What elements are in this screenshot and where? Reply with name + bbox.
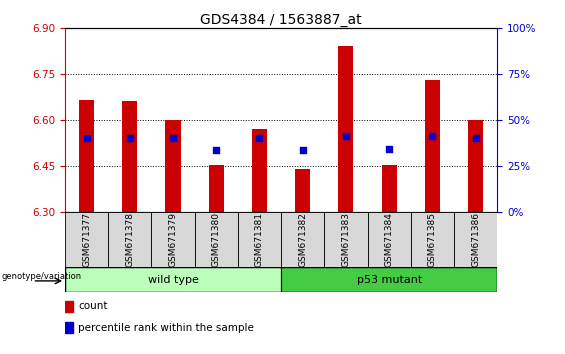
Bar — [252, 129, 267, 212]
Point — [255, 135, 264, 141]
Bar — [367, 212, 411, 267]
Bar — [79, 101, 94, 212]
Bar — [65, 267, 281, 292]
Bar — [65, 301, 73, 312]
Bar — [208, 165, 224, 212]
Text: GSM671379: GSM671379 — [168, 212, 177, 267]
Text: count: count — [78, 301, 107, 312]
Text: GSM671380: GSM671380 — [212, 212, 221, 267]
Bar — [65, 322, 73, 333]
Point — [385, 146, 394, 152]
Text: GSM671385: GSM671385 — [428, 212, 437, 267]
Bar — [194, 212, 238, 267]
Bar — [381, 165, 397, 212]
Text: GSM671378: GSM671378 — [125, 212, 134, 267]
Point — [298, 147, 307, 152]
Bar — [238, 212, 281, 267]
Bar — [295, 169, 310, 212]
Bar — [454, 212, 497, 267]
Bar — [65, 212, 108, 267]
Point — [125, 135, 134, 141]
Text: GSM671382: GSM671382 — [298, 212, 307, 267]
Bar — [166, 120, 181, 212]
Point — [471, 135, 480, 141]
Point — [341, 133, 350, 139]
Title: GDS4384 / 1563887_at: GDS4384 / 1563887_at — [200, 13, 362, 27]
Bar — [108, 212, 151, 267]
Text: GSM671377: GSM671377 — [82, 212, 91, 267]
Point — [168, 135, 177, 141]
Text: GSM671384: GSM671384 — [385, 212, 394, 267]
Bar — [468, 120, 483, 212]
Text: genotype/variation: genotype/variation — [1, 272, 81, 281]
Bar — [122, 101, 137, 212]
Text: GSM671386: GSM671386 — [471, 212, 480, 267]
Bar — [281, 212, 324, 267]
Bar — [425, 80, 440, 212]
Point — [82, 135, 91, 141]
Text: GSM671383: GSM671383 — [341, 212, 350, 267]
Text: wild type: wild type — [147, 275, 198, 285]
Point — [212, 147, 221, 152]
Bar — [338, 46, 354, 212]
Text: percentile rank within the sample: percentile rank within the sample — [78, 322, 254, 333]
Bar — [411, 212, 454, 267]
Bar — [151, 212, 194, 267]
Bar — [324, 212, 368, 267]
Text: GSM671381: GSM671381 — [255, 212, 264, 267]
Bar — [281, 267, 497, 292]
Text: p53 mutant: p53 mutant — [357, 275, 421, 285]
Point — [428, 133, 437, 139]
